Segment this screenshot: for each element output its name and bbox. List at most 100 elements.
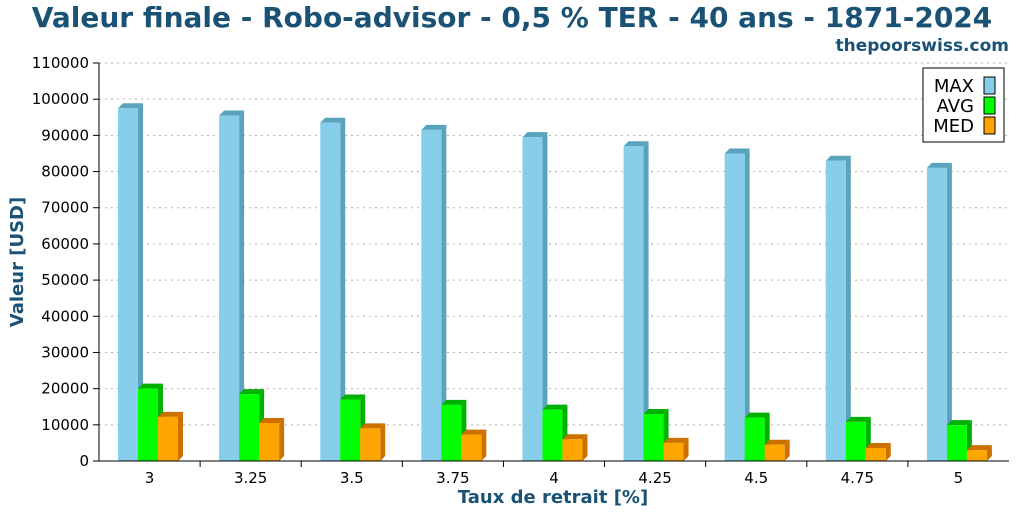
bar-side (582, 434, 588, 461)
bar-top (360, 423, 386, 429)
y-tick-label: 10000 (41, 416, 89, 434)
legend-label: MAX (934, 76, 974, 97)
bar-med (461, 429, 487, 461)
bar-max (522, 132, 548, 461)
bar-front (320, 122, 341, 461)
x-tick-label: 3.75 (436, 469, 469, 487)
bar-front (158, 416, 178, 461)
bar-side (986, 445, 992, 461)
bar-top (118, 103, 143, 109)
bar-top (926, 162, 952, 168)
bar-top (744, 412, 770, 418)
y-tick-label: 110000 (32, 54, 89, 72)
bar-side (946, 162, 952, 461)
bar-max (421, 124, 447, 461)
y-tick-labels: 0 10000 20000 30000 40000 50000 60000 70000 8000… (32, 54, 89, 470)
bar-front (663, 442, 684, 461)
bar-max (724, 148, 750, 462)
bar-top (623, 141, 649, 147)
bar-max (118, 103, 143, 462)
bar-top (865, 442, 891, 448)
bar-top (138, 383, 163, 389)
bar-top (239, 389, 265, 395)
bar-front (845, 421, 866, 461)
bar-med (360, 423, 386, 461)
bar-side (279, 418, 285, 461)
bar-max (926, 162, 952, 461)
bar-front (865, 447, 886, 461)
bar-front (623, 146, 644, 461)
bar-side (885, 442, 891, 461)
legend-swatch (983, 76, 996, 95)
y-tick-label: 90000 (41, 126, 89, 144)
bar-top (663, 437, 689, 443)
bar-side (845, 155, 851, 461)
bar-side (239, 110, 245, 462)
bar-max (219, 110, 245, 462)
bar-top (421, 124, 447, 130)
bar-top (845, 416, 871, 422)
bar-front (138, 388, 158, 461)
bar-top (259, 418, 285, 424)
bar-top (562, 434, 588, 440)
bar-med (158, 411, 183, 461)
bar-front (239, 394, 260, 461)
bar-max (623, 141, 649, 461)
bar-top (522, 132, 548, 138)
bar-top (219, 110, 245, 116)
bar-top (764, 439, 790, 445)
bar-front (118, 108, 138, 462)
bar-top (542, 404, 568, 410)
bar-top (158, 411, 183, 417)
bar-max (320, 117, 346, 461)
bar-side (481, 429, 487, 461)
bar-front (966, 450, 987, 461)
bar-front (946, 425, 967, 461)
y-tick-label: 60000 (41, 235, 89, 253)
legend-label: MED (933, 116, 974, 137)
bar-side (441, 124, 447, 461)
y-tick-label: 70000 (41, 199, 89, 217)
bar-side (380, 423, 386, 461)
bar-top (724, 148, 750, 154)
y-axis-label: Valeur [USD] (7, 197, 28, 327)
bar-top (441, 399, 467, 405)
bar-side (744, 148, 750, 462)
x-tick-label: 4 (549, 469, 559, 487)
x-axis-label: Taux de retrait [%] (458, 487, 648, 508)
x-tick-label: 4.75 (841, 469, 874, 487)
bar-med (562, 434, 588, 461)
bars (118, 103, 992, 462)
bar-side (178, 411, 183, 461)
bar-top (946, 420, 972, 426)
legend-label: AVG (937, 96, 974, 117)
y-tick-label: 40000 (41, 307, 89, 325)
bar-top (643, 408, 669, 414)
bar-front (441, 404, 462, 461)
bar-med (865, 442, 891, 461)
bar-side (784, 439, 790, 461)
y-tick-label: 0 (79, 452, 89, 470)
y-tick-label: 30000 (41, 343, 89, 361)
legend-swatch (983, 96, 996, 115)
x-tick-label: 4.25 (638, 469, 671, 487)
bar-front (926, 167, 947, 461)
legend-swatch (983, 116, 996, 135)
x-tick-label: 5 (954, 469, 964, 487)
bar-med (764, 439, 790, 461)
bar-front (461, 434, 482, 461)
bar-top (340, 394, 366, 400)
x-tick-labels: 3 3.25 3.5 3.75 4 4.25 4.5 4.75 5 (145, 469, 963, 487)
axes (93, 62, 1009, 467)
bar-top (825, 155, 851, 161)
chart-title: Valeur finale - Robo-advisor - 0,5 % TER… (32, 1, 993, 34)
bar-side (683, 437, 689, 461)
x-tick-label: 3 (145, 469, 155, 487)
y-tick-label: 50000 (41, 271, 89, 289)
x-tick-label: 3.5 (340, 469, 364, 487)
y-tick-label: 80000 (41, 163, 89, 181)
bar-front (360, 428, 381, 461)
bar-side (542, 132, 548, 461)
